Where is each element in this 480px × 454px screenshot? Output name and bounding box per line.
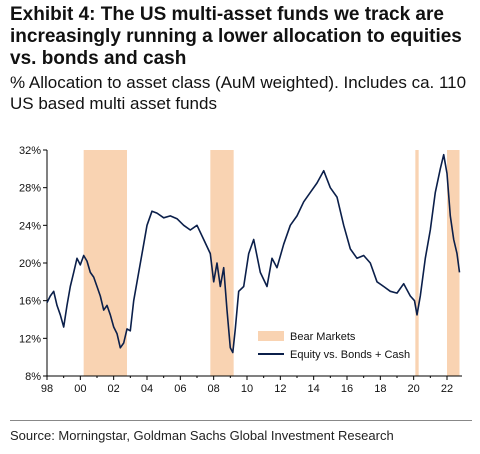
- bear-market-band-1: [83, 150, 127, 376]
- chart-subtitle: % Allocation to asset class (AuM weighte…: [10, 73, 467, 113]
- y-tick-label: 28%: [19, 183, 41, 195]
- series-lines: [46, 153, 461, 354]
- source-note: Source: Morningstar, Goldman Sachs Globa…: [10, 428, 394, 443]
- legend-swatch-bear-markets: [258, 331, 284, 341]
- chart-axes: 8% 12% 16% 20% 24% 28% 32% 98 00 02 04 06 08 10 12 14 16…: [19, 145, 462, 395]
- y-tick-label: 24%: [19, 220, 41, 232]
- y-tick-label: 16%: [19, 296, 41, 308]
- footer-divider: [10, 420, 472, 421]
- y-tick-label: 20%: [19, 258, 41, 270]
- y-tick-label: 32%: [19, 145, 41, 157]
- x-tick-label: 10: [241, 383, 253, 395]
- x-tick-label: 00: [74, 383, 86, 395]
- x-tick-label: 18: [374, 383, 386, 395]
- x-tick-label: 20: [408, 383, 420, 395]
- x-tick-label: 08: [208, 383, 220, 395]
- y-tick-label: 8%: [25, 371, 41, 383]
- x-tick-label: 04: [141, 383, 153, 395]
- x-tick-label: 14: [308, 383, 320, 395]
- chart-title: Exhibit 4: The US multi-asset funds we t…: [10, 4, 462, 69]
- legend-label: Bear Markets: [290, 331, 356, 343]
- x-tick-label: 02: [108, 383, 120, 395]
- legend-label: Equity vs. Bonds + Cash: [290, 349, 410, 361]
- x-tick-label: 06: [174, 383, 186, 395]
- x-tick-label: 22: [441, 383, 453, 395]
- y-tick-label: 12%: [19, 333, 41, 345]
- series-line-equity-vs-bonds-cash: [46, 153, 461, 354]
- bear-market-band-3: [415, 150, 419, 376]
- x-tick-label: 16: [341, 383, 353, 395]
- x-tick-label: 12: [274, 383, 286, 395]
- chart-legend: Bear Markets Equity vs. Bonds + Cash: [258, 331, 410, 361]
- x-tick-label: 98: [41, 383, 53, 395]
